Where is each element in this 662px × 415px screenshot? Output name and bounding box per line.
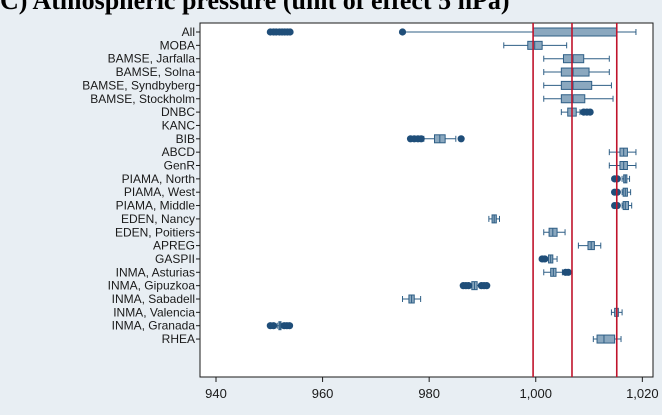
cohort-label: INMA, Granada bbox=[112, 319, 196, 333]
cohort-label: APREG bbox=[153, 239, 195, 253]
cohort-label: All bbox=[182, 25, 195, 39]
cohort-label: GASPII bbox=[155, 252, 195, 266]
outlier-point bbox=[483, 282, 491, 290]
outlier-point bbox=[286, 28, 294, 36]
cohort-label: ABCD bbox=[162, 145, 196, 159]
x-tick-label: 980 bbox=[418, 386, 440, 401]
outlier-point bbox=[465, 282, 473, 290]
cohort-label: EDEN, Nancy bbox=[121, 212, 195, 226]
cohort-label: BAMSE, Solna bbox=[116, 65, 196, 79]
cohort-label: BAMSE, Jarfalla bbox=[108, 52, 196, 66]
cohort-label: DNBC bbox=[161, 105, 195, 119]
cohort-label: INMA, Gipuzkoa bbox=[108, 279, 196, 293]
outlier-point bbox=[564, 268, 572, 276]
cohort-label: RHEA bbox=[162, 332, 195, 346]
iqr-box bbox=[562, 54, 585, 64]
iqr-box bbox=[622, 201, 629, 211]
cohort-label: KANC bbox=[162, 118, 196, 132]
cohort-label: INMA, Asturias bbox=[116, 265, 195, 279]
iqr-box bbox=[560, 67, 590, 77]
chart-title: C) Atmospheric pressure (unit of effect … bbox=[0, 0, 510, 15]
cohort-label: BAMSE, Syndbyberg bbox=[82, 78, 195, 92]
outlier-point bbox=[269, 322, 278, 330]
x-tick-label: 960 bbox=[312, 386, 334, 401]
cohort-label: PIAMA, West bbox=[124, 185, 196, 199]
outlier-point bbox=[586, 108, 594, 116]
cohort-label: PIAMA, Middle bbox=[116, 199, 196, 213]
iqr-box bbox=[532, 27, 618, 37]
cohort-label: PIAMA, North bbox=[122, 172, 195, 186]
x-tick-label: 940 bbox=[205, 386, 227, 401]
cohort-label: INMA, Valencia bbox=[113, 305, 195, 319]
outlier-point bbox=[417, 135, 425, 143]
cohort-label: EDEN, Poitiers bbox=[115, 225, 195, 239]
cohort-label: BIB bbox=[176, 132, 195, 146]
outlier-point bbox=[285, 322, 294, 330]
outlier-point bbox=[457, 135, 465, 143]
outlier-point bbox=[541, 255, 549, 263]
iqr-box bbox=[560, 80, 593, 90]
iqr-box bbox=[596, 334, 616, 344]
x-tick-label: 1,020 bbox=[626, 386, 659, 401]
cohort-label: GenR bbox=[164, 159, 196, 173]
x-tick-label: 1,000 bbox=[519, 386, 552, 401]
cohort-label: MOBA bbox=[160, 38, 195, 52]
cohort-label: INMA, Sabadell bbox=[112, 292, 195, 306]
outlier-point bbox=[398, 28, 407, 36]
cohort-label: BAMSE, Stockholm bbox=[90, 92, 195, 106]
